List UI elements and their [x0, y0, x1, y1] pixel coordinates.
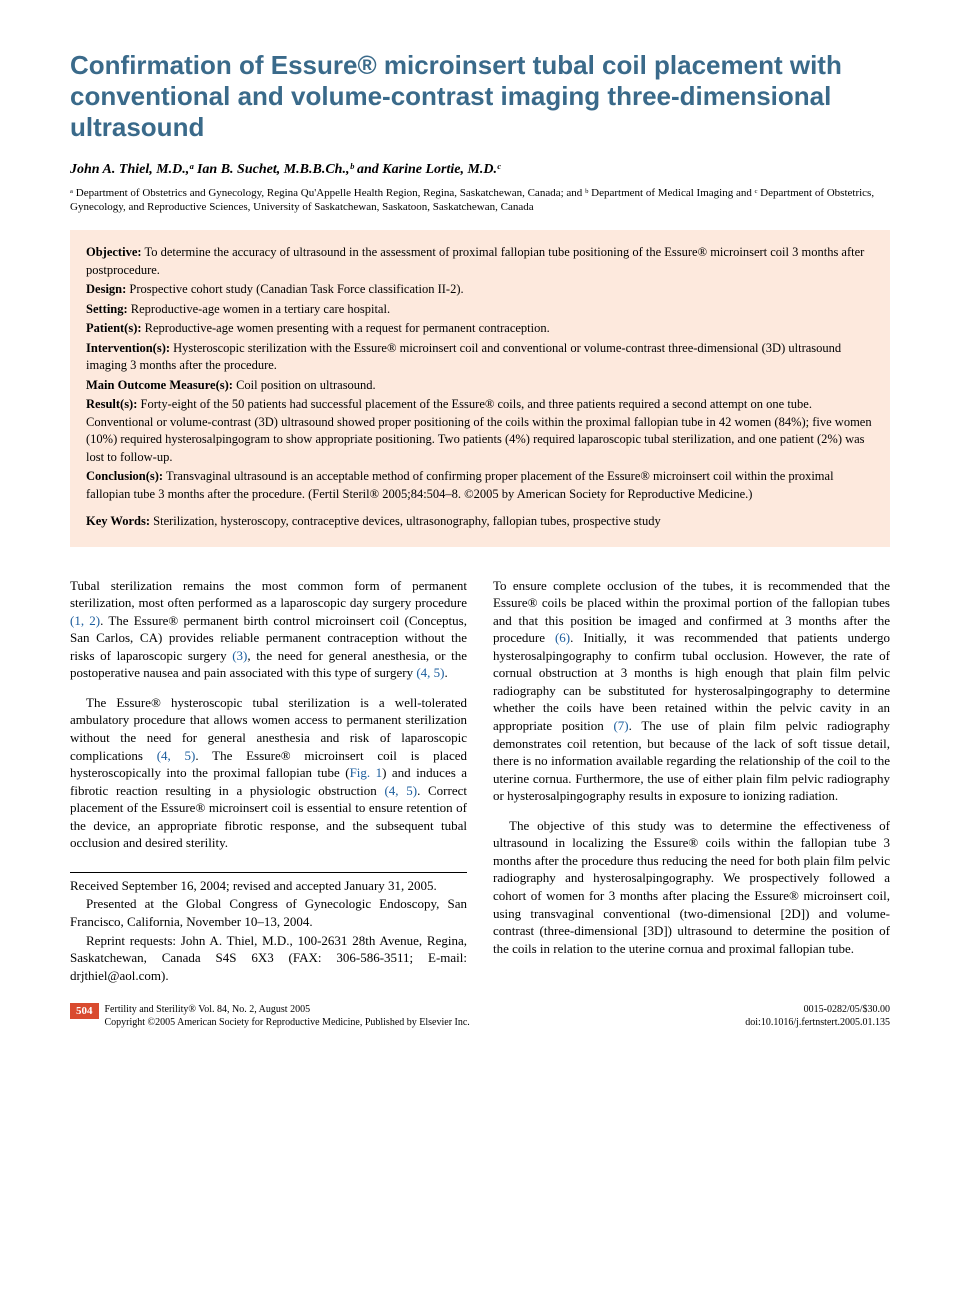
- ref-link[interactable]: (4, 5): [416, 665, 444, 680]
- text-conclusions: Transvaginal ultrasound is an acceptable…: [86, 469, 834, 501]
- ref-link[interactable]: (6): [555, 630, 570, 645]
- abstract-setting: Setting: Reproductive-age women in a ter…: [86, 301, 874, 319]
- label-outcome: Main Outcome Measure(s):: [86, 378, 233, 392]
- label-conclusions: Conclusion(s):: [86, 469, 163, 483]
- footnotes: Received September 16, 2004; revised and…: [70, 872, 467, 984]
- ref-link[interactable]: (4, 5): [157, 748, 196, 763]
- footer-doi: doi:10.1016/j.fertnstert.2005.01.135: [745, 1016, 890, 1029]
- column-left: Tubal sterilization remains the most com…: [70, 577, 467, 985]
- label-setting: Setting:: [86, 302, 128, 316]
- abstract-interventions: Intervention(s): Hysteroscopic steriliza…: [86, 340, 874, 375]
- text-patients: Reproductive-age women presenting with a…: [145, 321, 550, 335]
- label-results: Result(s):: [86, 397, 137, 411]
- footnote-received: Received September 16, 2004; revised and…: [70, 877, 467, 895]
- text-interventions: Hysteroscopic sterilization with the Ess…: [86, 341, 841, 373]
- text-setting: Reproductive-age women in a tertiary car…: [131, 302, 390, 316]
- page-footer: 504 Fertility and Sterility® Vol. 84, No…: [70, 1003, 890, 1029]
- footer-copyright: Copyright ©2005 American Society for Rep…: [105, 1016, 470, 1029]
- ref-link[interactable]: (3): [232, 648, 247, 663]
- footer-journal: Fertility and Sterility® Vol. 84, No. 2,…: [105, 1003, 470, 1016]
- abstract-box: Objective: To determine the accuracy of …: [70, 230, 890, 547]
- label-patients: Patient(s):: [86, 321, 142, 335]
- label-design: Design:: [86, 282, 126, 296]
- footer-right: 0015-0282/05/$30.00 doi:10.1016/j.fertns…: [745, 1003, 890, 1029]
- body-columns: Tubal sterilization remains the most com…: [70, 577, 890, 985]
- text-design: Prospective cohort study (Canadian Task …: [129, 282, 463, 296]
- abstract-objective: Objective: To determine the accuracy of …: [86, 244, 874, 279]
- footnote-reprint: Reprint requests: John A. Thiel, M.D., 1…: [70, 932, 467, 985]
- para-3: To ensure complete occlusion of the tube…: [493, 577, 890, 805]
- abstract-design: Design: Prospective cohort study (Canadi…: [86, 281, 874, 299]
- footnote-presented: Presented at the Global Congress of Gyne…: [70, 895, 467, 930]
- ref-link[interactable]: (7): [613, 718, 628, 733]
- abstract-outcome: Main Outcome Measure(s): Coil position o…: [86, 377, 874, 395]
- label-interventions: Intervention(s):: [86, 341, 170, 355]
- figure-link[interactable]: Fig. 1: [350, 765, 383, 780]
- abstract-conclusions: Conclusion(s): Transvaginal ultrasound i…: [86, 468, 874, 503]
- text-results: Forty-eight of the 50 patients had succe…: [86, 397, 872, 464]
- footer-left: 504 Fertility and Sterility® Vol. 84, No…: [70, 1003, 470, 1029]
- para-4: The objective of this study was to deter…: [493, 817, 890, 957]
- affiliations: ᵃ Department of Obstetrics and Gynecolog…: [70, 186, 890, 215]
- abstract-keywords: Key Words: Sterilization, hysteroscopy, …: [86, 513, 874, 531]
- article-title: Confirmation of Essure® microinsert tuba…: [70, 50, 890, 144]
- label-objective: Objective:: [86, 245, 142, 259]
- label-keywords: Key Words:: [86, 514, 150, 528]
- column-right: To ensure complete occlusion of the tube…: [493, 577, 890, 985]
- text-keywords: Sterilization, hysteroscopy, contracepti…: [153, 514, 661, 528]
- abstract-patients: Patient(s): Reproductive-age women prese…: [86, 320, 874, 338]
- text-objective: To determine the accuracy of ultrasound …: [86, 245, 864, 277]
- authors-line: John A. Thiel, M.D.,ᵃ Ian B. Suchet, M.B…: [70, 162, 890, 178]
- page-number-badge: 504: [70, 1003, 99, 1019]
- ref-link[interactable]: (4, 5): [384, 783, 417, 798]
- footer-issn: 0015-0282/05/$30.00: [745, 1003, 890, 1016]
- para-1: Tubal sterilization remains the most com…: [70, 577, 467, 682]
- abstract-results: Result(s): Forty-eight of the 50 patient…: [86, 396, 874, 466]
- ref-link[interactable]: (1, 2): [70, 613, 100, 628]
- para-2: The Essure® hysteroscopic tubal steriliz…: [70, 694, 467, 852]
- text-outcome: Coil position on ultrasound.: [236, 378, 376, 392]
